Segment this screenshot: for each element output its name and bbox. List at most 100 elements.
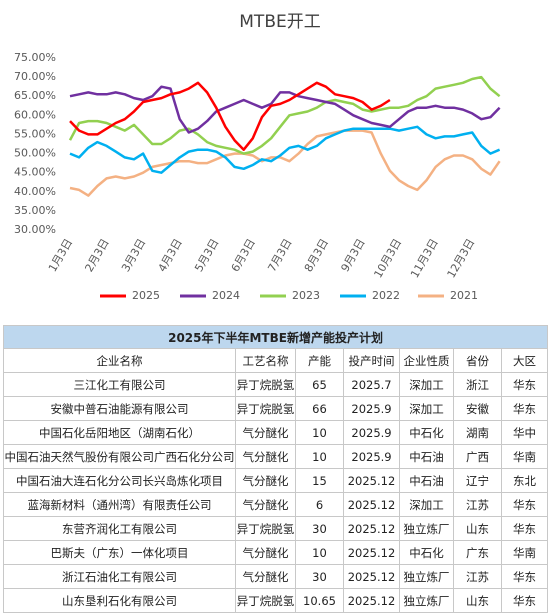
series-line <box>69 129 501 197</box>
table-cell: 2025.12 <box>343 468 400 493</box>
table-cell: 东营齐润化工有限公司 <box>3 516 236 541</box>
table-cell: 广东 <box>453 540 502 565</box>
table-row: 巴斯夫（广东）一体化项目 气分醚化 10 2025.12 中石化 广东 华南 <box>3 540 549 565</box>
table-cell: 异丁烷脱氢 <box>235 516 296 541</box>
table-cell: 安徽 <box>453 396 502 421</box>
column-header: 企业名称 <box>3 348 236 373</box>
table-cell: 2025.12 <box>343 588 400 613</box>
table-cell: 江苏 <box>453 564 502 589</box>
table-cell: 2025.9 <box>343 444 400 469</box>
column-header: 大区 <box>500 348 549 373</box>
table-cell: 独立炼厂 <box>399 588 454 613</box>
table-cell: 6 <box>295 492 344 517</box>
table-cell: 蓝海新材料（通州湾）有限责任公司 <box>3 492 236 517</box>
column-header: 投产时间 <box>343 348 400 373</box>
table-cell: 2025.7 <box>343 372 400 397</box>
y-tick-label: 35.00% <box>14 204 56 217</box>
table-cell: 气分醚化 <box>235 468 296 493</box>
table-cell: 浙江石油化工有限公司 <box>3 564 236 589</box>
table-cell: 2025.12 <box>343 564 400 589</box>
column-header: 工艺名称 <box>235 348 296 373</box>
table-cell: 中国石油天然气股份有限公司广西石化分公司 <box>3 444 236 469</box>
header-row: 企业名称 工艺名称 产能 投产时间 企业性质 省份 大区 <box>3 348 549 373</box>
y-tick-label: 65.00% <box>14 89 56 102</box>
table-cell: 气分醚化 <box>235 540 296 565</box>
table-cell: 2025.9 <box>343 396 400 421</box>
table-cell: 10 <box>295 540 344 565</box>
table-cell: 气分醚化 <box>235 564 296 589</box>
table-cell: 15 <box>295 468 344 493</box>
table-row: 东营齐润化工有限公司 异丁烷脱氢 30 2025.12 独立炼厂 山东 华东 <box>3 516 549 541</box>
table-title-row: 2025年下半年MTBE新增产能投产计划 <box>2 325 549 349</box>
series-line <box>69 125 501 174</box>
table-row: 中国石油大连石化分公司长兴岛炼化项目 气分醚化 15 2025.12 中石油 辽宁 东北 <box>3 468 549 493</box>
x-tick-label: 8月3日 <box>302 237 331 275</box>
table-row: 蓝海新材料（通州湾）有限责任公司 气分醚化 6 2025.12 深加工 江苏 华东 <box>3 492 549 517</box>
table-cell: 湖南 <box>453 420 502 445</box>
x-tick-label: 9月3日 <box>338 237 367 275</box>
series-line <box>69 85 501 134</box>
x-tick-label: 4月3日 <box>156 237 185 275</box>
chart: MTBE开工 30.00% 35.00% 40.00% 45.00% 50.00% 55.… <box>14 12 501 302</box>
table-row: 浙江石油化工有限公司 气分醚化 30 2025.12 独立炼厂 江苏 华东 <box>3 564 549 589</box>
table-cell: 深加工 <box>399 372 454 397</box>
table-cell: 华东 <box>500 588 549 613</box>
table-cell: 山东垦利石化有限公司 <box>3 588 236 613</box>
table-cell: 中石化 <box>399 420 454 445</box>
table-cell: 66 <box>295 396 344 421</box>
x-tick-label: 11月3日 <box>408 237 441 281</box>
table-row: 三江化工有限公司 异丁烷脱氢 65 2025.7 深加工 浙江 华东 <box>3 372 549 397</box>
column-header: 产能 <box>295 348 344 373</box>
chart-title: MTBE开工 <box>239 12 320 32</box>
table-row: 中国石油天然气股份有限公司广西石化分公司 气分醚化 10 2025.9 中石油 广西 华南 <box>3 444 549 469</box>
table-cell: 异丁烷脱氢 <box>235 588 296 613</box>
legend-label: 2022 <box>372 289 400 302</box>
y-tick-label: 55.00% <box>14 127 56 140</box>
table-cell: 10 <box>295 420 344 445</box>
table-cell: 山东 <box>453 588 502 613</box>
table-cell: 华东 <box>500 492 549 517</box>
table-row: 中国石化岳阳地区（湖南石化） 气分醚化 10 2025.9 中石化 湖南 华中 <box>3 420 549 445</box>
table-cell: 10 <box>295 444 344 469</box>
table-cell: 中国石化岳阳地区（湖南石化） <box>3 420 236 445</box>
table-cell: 30 <box>295 516 344 541</box>
x-tick-label: 5月3日 <box>192 237 221 275</box>
table-cell: 广西 <box>453 444 502 469</box>
table-cell: 华东 <box>500 396 549 421</box>
x-tick-label: 3月3日 <box>119 237 148 275</box>
table-cell: 三江化工有限公司 <box>3 372 236 397</box>
table-cell: 华南 <box>500 540 549 565</box>
x-tick-label: 6月3日 <box>229 236 258 274</box>
table-cell: 气分醚化 <box>235 444 296 469</box>
x-tick-label: 7月3日 <box>265 237 294 275</box>
y-tick-label: 40.00% <box>14 185 56 198</box>
table-cell: 东北 <box>500 468 549 493</box>
table-cell: 中国石油大连石化分公司长兴岛炼化项目 <box>3 468 236 493</box>
table-cell: 2025.12 <box>343 540 400 565</box>
table-cell: 气分醚化 <box>235 492 296 517</box>
table-cell: 辽宁 <box>453 468 502 493</box>
column-header: 省份 <box>453 348 502 373</box>
table-cell: 山东 <box>453 516 502 541</box>
y-tick-label: 50.00% <box>14 147 56 160</box>
table-cell: 安徽中普石油能源有限公司 <box>3 396 236 421</box>
legend-label: 2025 <box>132 289 160 302</box>
table-cell: 中石油 <box>399 444 454 469</box>
y-tick-label: 30.00% <box>14 223 56 236</box>
table-cell: 独立炼厂 <box>399 516 454 541</box>
table-cell: 华东 <box>500 516 549 541</box>
table-cell: 65 <box>295 372 344 397</box>
legend-label: 2021 <box>450 289 478 302</box>
table-cell: 异丁烷脱氢 <box>235 396 296 421</box>
table-cell: 中石化 <box>399 540 454 565</box>
y-tick-label: 45.00% <box>14 166 56 179</box>
table-cell: 2025.12 <box>343 492 400 517</box>
table-cell: 10.65 <box>295 588 344 613</box>
x-tick-label: 1月3日 <box>46 237 75 275</box>
table-cell: 华东 <box>500 564 549 589</box>
legend-label: 2024 <box>212 289 240 302</box>
table-cell: 中石油 <box>399 468 454 493</box>
table-title: 2025年下半年MTBE新增产能投产计划 <box>2 325 549 349</box>
table-row: 山东垦利石化有限公司 异丁烷脱氢 10.65 2025.12 独立炼厂 山东 华东 <box>3 588 549 613</box>
legend-label: 2023 <box>292 289 320 302</box>
